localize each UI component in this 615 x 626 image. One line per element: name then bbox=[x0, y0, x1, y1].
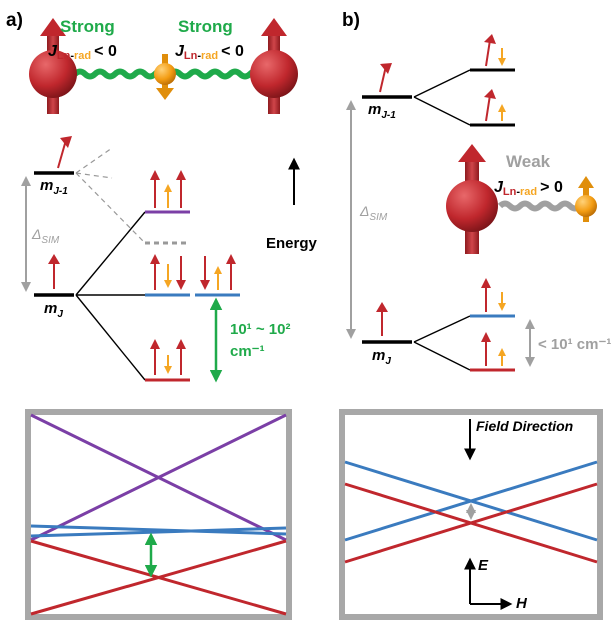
panel-b-label: b) bbox=[342, 10, 360, 31]
spins-upper-b bbox=[484, 34, 506, 122]
panel-c bbox=[25, 409, 292, 620]
radical-spin-up-b bbox=[575, 176, 597, 222]
split-dash-1 bbox=[75, 147, 113, 174]
ln-spin-right bbox=[250, 18, 298, 114]
split-line-b-1 bbox=[413, 69, 471, 98]
spin-arrow-upper-b bbox=[379, 65, 387, 93]
weak-coupling-spring bbox=[497, 200, 583, 212]
split-line-b-4 bbox=[413, 341, 471, 371]
coupling-label-b: JLn-rad > 0 bbox=[494, 179, 563, 198]
spin-arrow-upper-a bbox=[57, 139, 67, 169]
spins-lower-b bbox=[481, 278, 506, 366]
blue-line-2 bbox=[30, 526, 287, 538]
split-line-b-3 bbox=[413, 315, 471, 343]
spins-red-a bbox=[150, 339, 186, 375]
split-dash-3 bbox=[75, 172, 146, 244]
spin-arrow-lower-a-head bbox=[48, 254, 60, 264]
panel-d: Field Direction E H bbox=[339, 409, 603, 620]
spins-purple-a bbox=[150, 170, 186, 208]
coupling-label-right: JLn-rad < 0 bbox=[175, 43, 244, 62]
ln-spin-b bbox=[446, 144, 498, 254]
strong-coupling-spring-left bbox=[72, 68, 168, 80]
red-line-2 bbox=[30, 539, 287, 616]
axis-h-label: H bbox=[516, 595, 528, 612]
spin-arrow-lower-b-head bbox=[376, 302, 388, 312]
split-line-3 bbox=[75, 294, 146, 381]
spin-arrow-upper-b-head bbox=[380, 63, 392, 74]
spin-arrow-upper-a-head bbox=[60, 136, 72, 148]
purple-line-2 bbox=[30, 413, 287, 542]
ln-spin-left bbox=[29, 18, 77, 114]
field-direction-label: Field Direction bbox=[476, 418, 573, 434]
spins-blue-a bbox=[150, 254, 236, 290]
strong-label-left: Strong bbox=[60, 17, 115, 36]
panel-a: a) Strong Strong JLn-rad < 0 bbox=[6, 10, 318, 383]
strong-coupling-spring-right bbox=[167, 68, 263, 80]
radical-spin-down bbox=[154, 54, 176, 100]
gap-label-b: < 10¹ cm⁻¹ bbox=[538, 336, 611, 353]
delta-sim-label-b: ΔSIM bbox=[359, 203, 388, 223]
panel-b: b) mJ-1 mJ ΔSIM < 10¹ bbox=[342, 10, 611, 372]
energy-label: Energy bbox=[266, 235, 318, 252]
panel-d-frame bbox=[339, 409, 603, 620]
panel-a-label: a) bbox=[6, 10, 23, 31]
strong-label-right: Strong bbox=[178, 17, 233, 36]
coupling-label-left: JLn-rad < 0 bbox=[48, 43, 117, 62]
split-line-1 bbox=[75, 211, 146, 296]
panel-c-frame bbox=[25, 409, 292, 620]
weak-label: Weak bbox=[506, 152, 551, 171]
split-line-b-2 bbox=[413, 96, 471, 126]
delta-sim-label-a: ΔSIM bbox=[31, 226, 60, 246]
split-dash-2 bbox=[75, 172, 113, 179]
level-upper-label-b: mJ-1 bbox=[368, 101, 396, 121]
red-line-d-2 bbox=[344, 482, 598, 564]
level-upper-label-a: mJ-1 bbox=[40, 177, 68, 197]
level-lower-label-b: mJ bbox=[372, 347, 391, 367]
level-lower-label-a: mJ bbox=[44, 300, 63, 320]
gap-label-a: 10¹ ~ 10² bbox=[230, 321, 290, 338]
axis-e-label: E bbox=[478, 557, 489, 574]
blue-line-d-2 bbox=[344, 460, 598, 542]
blue-line-1 bbox=[30, 524, 287, 536]
gap-unit-a: cm⁻¹ bbox=[230, 343, 265, 360]
